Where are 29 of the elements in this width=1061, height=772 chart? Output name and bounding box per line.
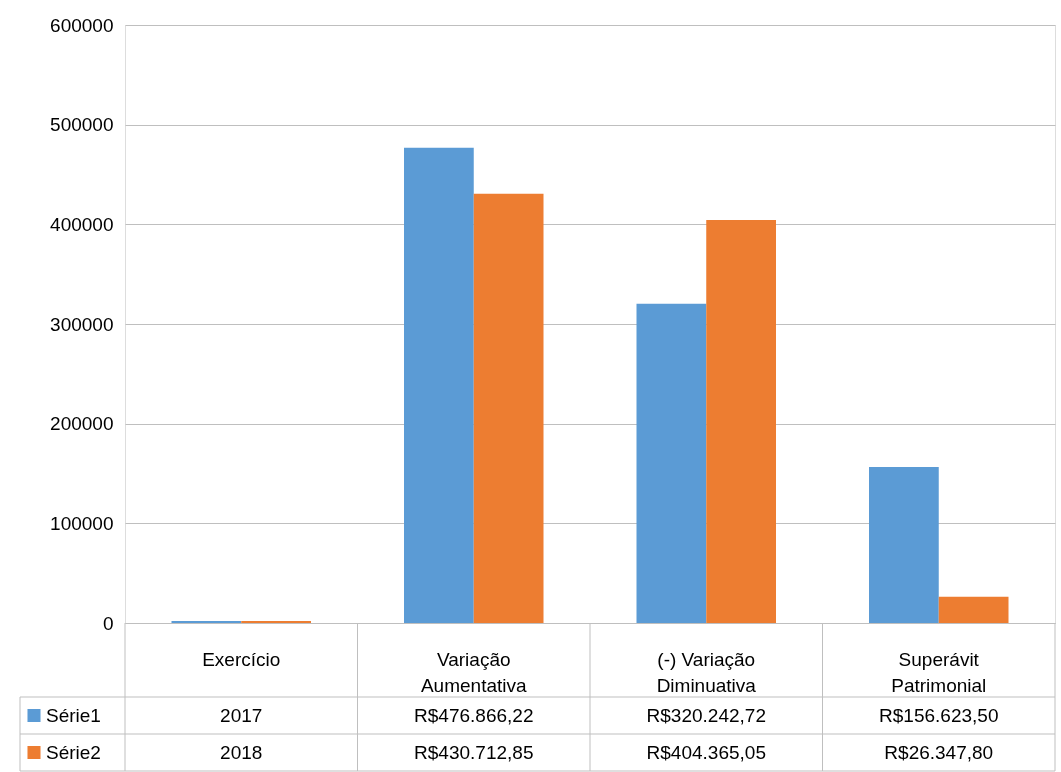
y-tick-label: 500000: [50, 114, 114, 136]
y-tick-label: 300000: [50, 313, 114, 335]
x-tick-label: Exercício: [202, 649, 281, 670]
data-label: R$320.242,72: [646, 704, 766, 726]
data-label: R$430.712,85: [414, 741, 534, 763]
y-tick-label: 100000: [50, 512, 114, 534]
x-tick-label: Variação Aumentativa: [420, 649, 527, 696]
bar: [636, 303, 707, 623]
bar: [241, 620, 311, 623]
data-label: 2017: [220, 704, 263, 726]
y-tick-label: 200000: [50, 413, 114, 435]
x-tick-label: Superávit Patrimonial: [891, 649, 987, 696]
data-label: R$156.623,50: [879, 704, 999, 726]
y-tick-label: 600000: [50, 14, 114, 36]
bar: [938, 596, 1009, 623]
bar: [706, 219, 776, 623]
data-label: R$476.866,22: [414, 704, 534, 726]
data-label: R$404.365,05: [646, 741, 766, 763]
bar: [404, 147, 474, 623]
bar: [171, 620, 242, 623]
legend-label: Série1: [46, 704, 101, 726]
bar: [473, 193, 544, 623]
x-tick-label: (-) Variação Diminuativa: [656, 649, 757, 696]
data-label: R$26.347,80: [884, 741, 994, 763]
data-label: 2018: [220, 741, 263, 763]
y-tick-label: 400000: [50, 213, 114, 235]
legend-label: Série2: [46, 741, 101, 763]
bar: [869, 466, 939, 623]
y-tick-label: 0: [102, 612, 114, 634]
